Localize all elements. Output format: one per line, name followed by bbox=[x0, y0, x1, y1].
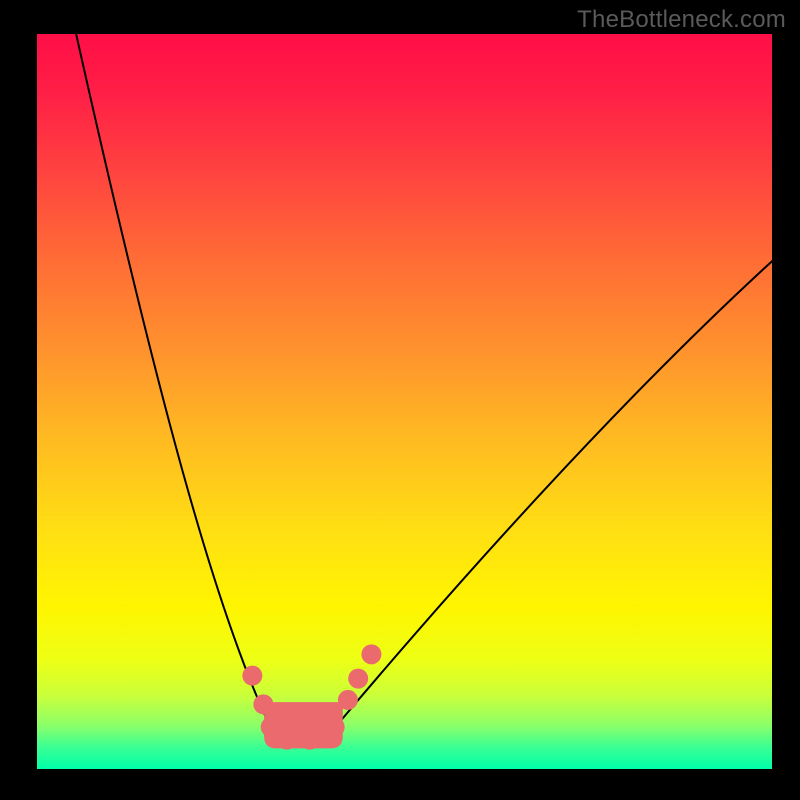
watermark-text: TheBottleneck.com bbox=[577, 6, 786, 34]
curve-marker bbox=[348, 669, 368, 689]
curve-marker bbox=[277, 730, 297, 750]
bottleneck-chart bbox=[0, 0, 800, 800]
curve-marker bbox=[253, 694, 273, 714]
curve-marker bbox=[242, 666, 262, 686]
curve-marker bbox=[261, 717, 281, 737]
curve-marker bbox=[338, 690, 358, 710]
curve-marker bbox=[361, 644, 381, 664]
curve-marker bbox=[300, 730, 320, 750]
curve-marker bbox=[325, 717, 345, 737]
chart-container: TheBottleneck.com bbox=[0, 0, 800, 800]
plot-background bbox=[37, 34, 772, 769]
